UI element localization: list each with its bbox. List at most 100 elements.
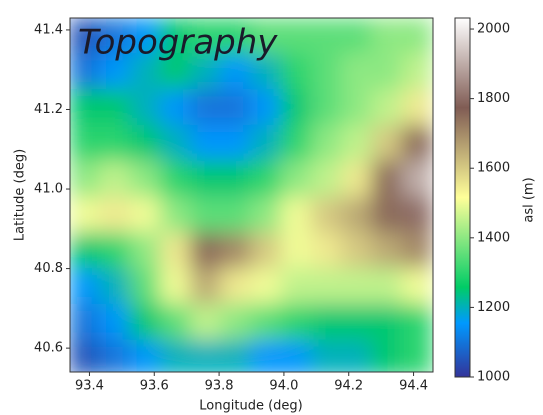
heatmap-cell — [220, 232, 252, 270]
y-tick-label: 41.4 — [34, 22, 63, 37]
heatmap-cell — [341, 18, 373, 55]
x-axis-label: Longitude (deg) — [199, 399, 302, 414]
colorbar-tick-label: 1600 — [477, 161, 510, 176]
heatmap-cell — [341, 53, 373, 91]
heatmap-cell — [159, 232, 191, 270]
heatmap-cell — [311, 339, 343, 372]
heatmap-cell — [70, 196, 101, 234]
heatmap-cell — [99, 232, 131, 270]
heatmap-cell — [159, 124, 191, 162]
heatmap-cell — [341, 124, 373, 162]
heatmap-cell — [159, 53, 191, 91]
heatmap-cell — [220, 196, 252, 234]
heatmap-cell — [99, 160, 131, 198]
heatmap-cell — [220, 160, 252, 198]
heatmap-cell — [159, 303, 191, 341]
heatmap-cell — [189, 18, 222, 55]
heatmap-cell — [220, 268, 252, 305]
heatmap-cell — [99, 53, 131, 91]
heatmap-cell — [371, 232, 403, 270]
heatmap-cell — [99, 303, 131, 341]
heatmap-cell — [401, 232, 433, 270]
heatmap-cell — [250, 196, 282, 234]
x-tick-label: 94.2 — [334, 379, 363, 394]
heatmap-cell — [250, 89, 282, 126]
heatmap-cell — [280, 232, 312, 270]
y-axis-label: Latitude (deg) — [13, 149, 28, 241]
heatmap-cell — [220, 89, 252, 126]
heatmap-cell — [341, 268, 373, 305]
x-tick-label: 94.4 — [399, 379, 428, 394]
heatmap-cell — [280, 53, 312, 91]
heatmap-cell — [99, 268, 131, 305]
heatmap-cell — [341, 303, 373, 341]
heatmap-cell — [250, 232, 282, 270]
plot-frame — [69, 17, 434, 373]
heatmap-cell — [99, 196, 131, 234]
heatmap-cell — [70, 232, 101, 270]
heatmap-cell — [280, 339, 312, 372]
heatmap-cell — [129, 160, 161, 198]
heatmap-cell — [280, 196, 312, 234]
heatmap-cell — [99, 339, 131, 372]
heatmap-cell — [99, 124, 131, 162]
heatmap-cell — [129, 124, 161, 162]
heatmap-cell — [401, 196, 433, 234]
heatmap — [70, 18, 433, 372]
y-tick-label: 40.6 — [34, 341, 63, 356]
heatmap-cell — [341, 339, 373, 372]
heatmap-cell — [129, 232, 161, 270]
heatmap-cell — [189, 89, 222, 126]
heatmap-cell — [371, 268, 403, 305]
colorbar-tick-label: 2000 — [477, 22, 510, 37]
heatmap-cell — [220, 303, 252, 341]
heatmap-cell — [189, 303, 222, 341]
heatmap-cell — [250, 124, 282, 162]
heatmap-cell — [250, 160, 282, 198]
heatmap-cell — [341, 160, 373, 198]
heatmap-cell — [129, 268, 161, 305]
colorbar-tick-label: 1400 — [477, 230, 510, 245]
heatmap-cell — [401, 18, 433, 55]
heatmap-cell — [129, 196, 161, 234]
heatmap-cell — [371, 18, 403, 55]
heatmap-cell — [371, 124, 403, 162]
heatmap-cell — [401, 303, 433, 341]
heatmap-cell — [189, 53, 222, 91]
heatmap-cell — [189, 268, 222, 305]
y-tick-label: 41.0 — [34, 182, 63, 197]
heatmap-cell — [280, 303, 312, 341]
heatmap-cell — [401, 89, 433, 126]
heatmap-cell — [280, 89, 312, 126]
heatmap-cell — [311, 89, 343, 126]
colorbar-tick-label: 1800 — [477, 91, 510, 106]
x-tick-label: 93.6 — [140, 379, 169, 394]
heatmap-cell — [250, 53, 282, 91]
heatmap-cell — [220, 339, 252, 372]
heatmap-cell — [129, 303, 161, 341]
heatmap-cell — [99, 18, 131, 55]
heatmap-cell — [401, 124, 433, 162]
heatmap-cell — [311, 160, 343, 198]
heatmap-cell — [371, 196, 403, 234]
heatmap-cell — [311, 196, 343, 234]
colorbar — [454, 17, 471, 378]
y-tick-label: 40.8 — [34, 261, 63, 276]
heatmap-cell — [280, 18, 312, 55]
heatmap-cell — [129, 89, 161, 126]
heatmap-cell — [371, 303, 403, 341]
heatmap-cell — [220, 124, 252, 162]
heatmap-clip — [70, 18, 433, 372]
heatmap-cell — [341, 232, 373, 270]
heatmap-cell — [250, 18, 282, 55]
heatmap-cell — [371, 339, 403, 372]
heatmap-cell — [189, 196, 222, 234]
heatmap-cell — [70, 160, 101, 198]
x-tick-label: 93.4 — [75, 379, 104, 394]
y-tick-label: 41.2 — [34, 102, 63, 117]
heatmap-cell — [311, 53, 343, 91]
heatmap-cell — [250, 268, 282, 305]
colorbar-tick-label: 1000 — [477, 370, 510, 385]
x-tick-label: 93.8 — [205, 379, 234, 394]
